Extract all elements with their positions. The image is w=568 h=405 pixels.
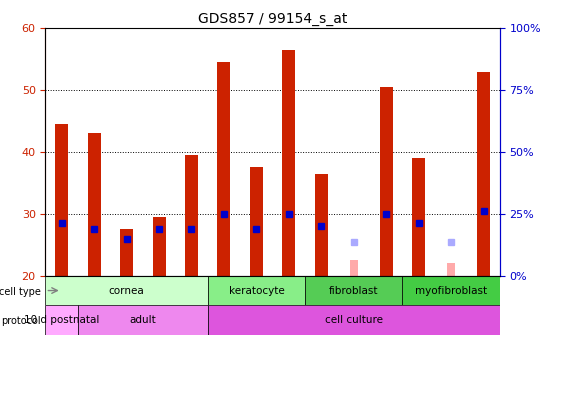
FancyBboxPatch shape <box>403 276 500 305</box>
Bar <box>68 352 80 363</box>
Bar <box>68 383 80 394</box>
Bar <box>350 260 358 276</box>
Bar <box>87 134 101 276</box>
Bar <box>380 87 392 276</box>
Text: rank, Detection Call = ABSENT: rank, Detection Call = ABSENT <box>86 383 247 393</box>
Text: count: count <box>86 337 116 347</box>
FancyBboxPatch shape <box>45 276 208 305</box>
Bar <box>218 62 231 276</box>
Bar <box>412 158 425 276</box>
FancyBboxPatch shape <box>305 276 403 305</box>
Text: 10 d postnatal: 10 d postnatal <box>24 315 99 325</box>
Bar <box>55 124 68 276</box>
Bar <box>447 263 455 276</box>
Text: percentile rank within the sample: percentile rank within the sample <box>86 352 262 362</box>
FancyBboxPatch shape <box>208 305 500 335</box>
Title: GDS857 / 99154_s_at: GDS857 / 99154_s_at <box>198 12 347 26</box>
FancyBboxPatch shape <box>208 276 305 305</box>
Text: cell culture: cell culture <box>325 315 383 325</box>
Text: myofibroblast: myofibroblast <box>415 286 487 296</box>
Text: fibroblast: fibroblast <box>329 286 378 296</box>
FancyBboxPatch shape <box>78 305 208 335</box>
Text: cornea: cornea <box>108 286 144 296</box>
Bar <box>250 168 263 276</box>
Bar <box>120 229 133 276</box>
Bar <box>315 174 328 276</box>
Text: adult: adult <box>130 315 156 325</box>
Bar <box>185 155 198 276</box>
Bar <box>153 217 165 276</box>
Text: keratocyte: keratocyte <box>228 286 285 296</box>
Text: value, Detection Call = ABSENT: value, Detection Call = ABSENT <box>86 368 252 378</box>
Bar <box>282 50 295 276</box>
Bar <box>68 367 80 378</box>
Bar <box>477 72 490 276</box>
FancyBboxPatch shape <box>45 305 78 335</box>
Bar <box>68 336 80 347</box>
